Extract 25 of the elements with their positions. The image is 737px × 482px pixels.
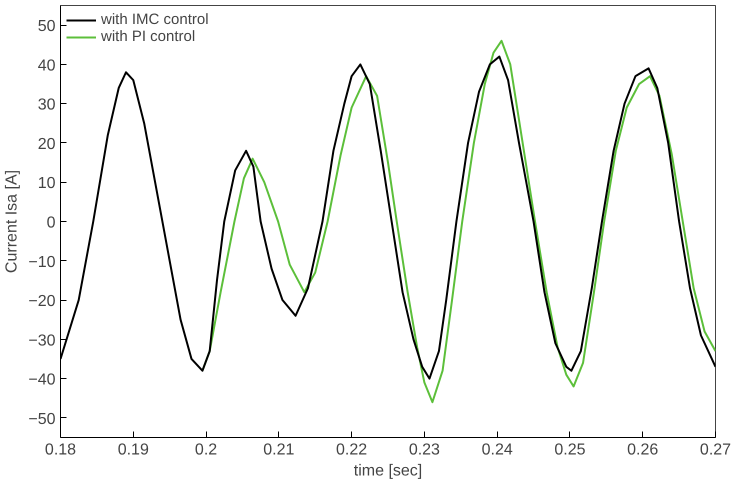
legend-label: with IMC control bbox=[101, 11, 209, 28]
x-tick-label: 0.19 bbox=[118, 442, 149, 458]
y-tick-label: 50 bbox=[38, 18, 56, 36]
y-tick-label: 0 bbox=[46, 214, 56, 232]
x-tick-label: 0.22 bbox=[336, 442, 368, 458]
y-tick-label: 30 bbox=[38, 96, 56, 114]
x-axis-title: time [sec] bbox=[354, 462, 422, 480]
x-tick-label: 0.23 bbox=[408, 442, 440, 458]
x-tick-label: 0.21 bbox=[263, 442, 295, 458]
x-tick-label: 0.24 bbox=[482, 442, 513, 458]
y-tick-label: −40 bbox=[28, 372, 56, 389]
y-tick-label: −20 bbox=[28, 293, 56, 310]
x-tick-label: 0.25 bbox=[554, 442, 586, 458]
x-tick-label: 0.26 bbox=[627, 442, 658, 458]
legend-label: with PI control bbox=[101, 28, 196, 45]
y-tick-label: 10 bbox=[38, 175, 56, 192]
y-tick-label: 20 bbox=[38, 136, 56, 153]
x-tick-label: 0.18 bbox=[44, 442, 76, 458]
y-tick-label: −30 bbox=[28, 332, 56, 350]
x-tick-label: 0.2 bbox=[194, 442, 218, 458]
x-tick-label: 0.27 bbox=[700, 442, 732, 458]
y-tick-label: −10 bbox=[28, 254, 56, 271]
y-tick-label: −50 bbox=[28, 410, 56, 428]
y-axis-title: Current Isa [A] bbox=[3, 170, 20, 274]
y-tick-label: 40 bbox=[38, 57, 56, 74]
